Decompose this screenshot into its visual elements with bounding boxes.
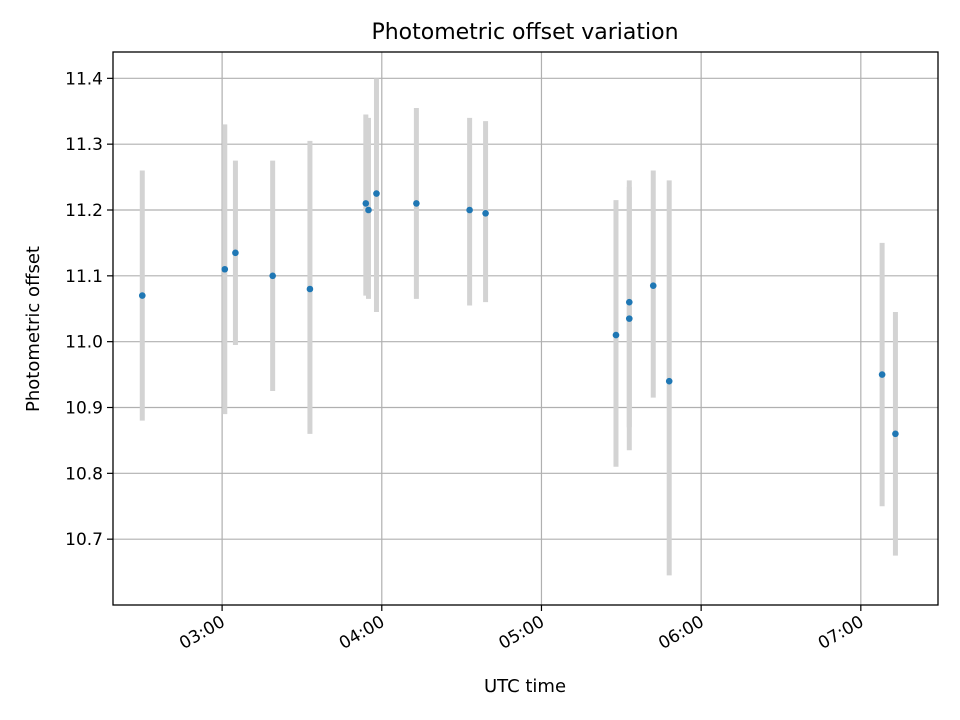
data-point: [232, 249, 239, 257]
data-point: [138, 292, 146, 299]
data-point: [612, 331, 620, 339]
x-tick-label: 03:00: [176, 612, 228, 654]
data-point: [362, 200, 370, 207]
x-tick-label: 07:00: [815, 612, 867, 654]
x-tick-label: 06:00: [655, 612, 707, 654]
data-point: [269, 272, 276, 280]
y-tick-label: 11.3: [65, 135, 103, 155]
plot-frame: [112, 51, 939, 606]
data-point: [365, 206, 372, 214]
data-point: [665, 377, 673, 385]
data-point: [625, 315, 633, 322]
data-point: [878, 371, 886, 378]
y-tick-label: 10.8: [65, 464, 103, 484]
data-point: [306, 285, 314, 293]
x-tick-label: 05:00: [496, 612, 548, 654]
y-tick-label: 10.9: [65, 399, 103, 419]
y-tick-label: 11.4: [65, 69, 103, 89]
data-point: [649, 282, 657, 290]
errorbar-layer: [139, 78, 898, 576]
y-tick-label: 11.2: [65, 201, 103, 221]
y-tick-label: 11.1: [65, 267, 103, 287]
data-point: [466, 206, 473, 214]
x-tick-label: 04:00: [336, 612, 388, 654]
data-point: [373, 190, 380, 197]
data-point: [221, 265, 229, 273]
point-layer: [138, 190, 899, 438]
grid-layer: [113, 52, 938, 605]
x-axis-label: UTC time: [484, 676, 566, 697]
y-tick-label: 10.7: [65, 530, 103, 550]
chart-title: Photometric offset variation: [371, 20, 678, 45]
tick-layer: 03:00 04:00 05:00 06:00 07:00 10.7 10.8 10.9 11.…: [65, 69, 867, 653]
data-point: [482, 209, 489, 217]
data-point: [625, 298, 633, 306]
y-tick-label: 11.0: [65, 333, 103, 353]
data-point: [892, 430, 899, 438]
data-point: [413, 200, 420, 207]
y-axis-label: Photometric offset: [23, 246, 44, 412]
